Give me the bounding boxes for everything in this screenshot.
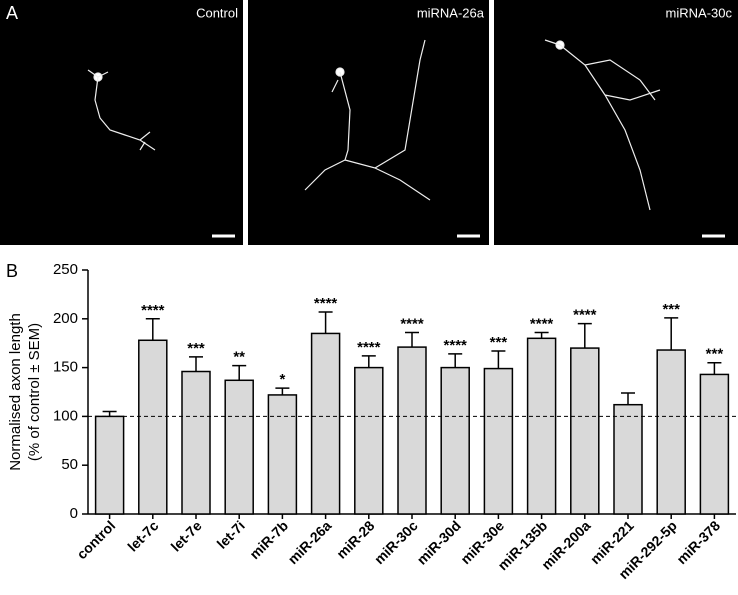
bar xyxy=(267,394,298,515)
bar xyxy=(440,366,470,515)
error-bar xyxy=(102,410,117,417)
significance-label: ** xyxy=(233,349,245,366)
image-label: miRNA-26a xyxy=(417,5,485,20)
bar xyxy=(224,379,254,515)
error-bar xyxy=(664,317,679,351)
y-tick-label: 100 xyxy=(53,407,78,424)
micrograph xyxy=(248,0,489,245)
significance-label: **** xyxy=(314,295,338,312)
error-bar xyxy=(491,350,506,369)
bar xyxy=(94,415,125,515)
y-axis-label: (% of control ± SEM) xyxy=(26,323,43,461)
neuron xyxy=(87,39,661,211)
bar xyxy=(354,366,384,515)
x-tick-label: let-7e xyxy=(168,517,205,554)
error-bar xyxy=(145,318,160,341)
significance-label: *** xyxy=(662,301,680,318)
y-tick-label: 250 xyxy=(53,261,78,278)
error-bar xyxy=(707,361,722,375)
x-tick-label: let-7i xyxy=(214,517,248,551)
significance-label: * xyxy=(279,371,285,388)
bar xyxy=(570,347,600,515)
y-tick-label: 0 xyxy=(70,505,78,522)
error-bar xyxy=(534,331,549,339)
bar xyxy=(656,349,686,515)
bar xyxy=(181,370,211,515)
image-label: Control xyxy=(196,5,238,20)
micrograph xyxy=(0,0,243,245)
bar xyxy=(310,332,341,515)
significance-label: **** xyxy=(444,337,468,354)
panel-label: A xyxy=(6,3,18,23)
error-bar xyxy=(232,364,247,381)
x-tick-label: miR-378 xyxy=(673,517,723,567)
error-bar xyxy=(621,392,635,405)
bar xyxy=(483,367,514,515)
significance-label: **** xyxy=(573,307,597,324)
x-tick-label: miR-30c xyxy=(371,517,421,567)
error-bar xyxy=(361,355,376,368)
error-bar xyxy=(405,331,419,348)
significance-label: *** xyxy=(187,340,205,357)
significance-label: **** xyxy=(400,315,424,332)
micrograph xyxy=(494,0,738,245)
panel-label: B xyxy=(6,261,18,281)
significance-label: *** xyxy=(490,334,508,351)
y-axis-label: Normalised axon length xyxy=(7,313,24,471)
significance-label: **** xyxy=(357,339,381,356)
significance-label: *** xyxy=(706,346,724,363)
x-tick-label: control xyxy=(73,517,118,562)
bar xyxy=(138,339,168,515)
x-tick-label: let-7c xyxy=(124,517,161,554)
error-bar xyxy=(318,311,333,334)
y-tick-label: 200 xyxy=(53,310,78,327)
x-tick-label: miR-26a xyxy=(285,517,335,567)
y-tick-label: 50 xyxy=(61,456,78,473)
significance-label: **** xyxy=(141,302,165,319)
image-label: miRNA-30c xyxy=(666,5,733,20)
bar xyxy=(526,337,557,515)
x-tick-label: miR-30d xyxy=(414,517,464,567)
bar xyxy=(699,373,730,515)
error-bar xyxy=(275,387,290,395)
bar xyxy=(613,403,643,515)
significance-label: **** xyxy=(530,315,554,332)
y-tick-label: 150 xyxy=(53,359,78,376)
error-bar xyxy=(577,322,592,349)
error-bar xyxy=(448,353,463,368)
error-bar xyxy=(189,356,203,372)
bar xyxy=(397,346,427,515)
